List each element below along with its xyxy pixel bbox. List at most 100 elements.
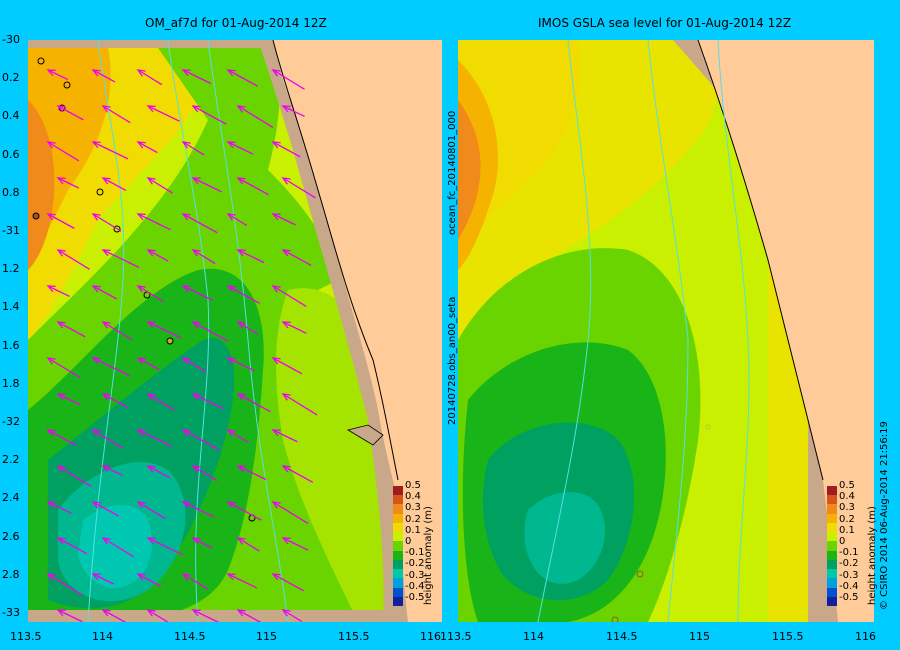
current-arrow [282,249,312,266]
current-arrow-head [46,213,56,221]
x-tick-label: 114 [92,630,113,643]
current-arrow [237,177,270,196]
current-arrow-head [191,105,201,113]
current-arrow-head [281,537,291,545]
colorbar-tick-label: -0.2 [839,558,859,570]
obs-marker [32,212,40,220]
y-tick-label: 2.4 [2,491,20,505]
current-arrow [102,177,127,192]
current-arrow [47,501,72,514]
y-tick-label: -32 [2,415,20,428]
colorbar-swatch [393,522,403,533]
current-arrow [182,141,205,156]
bathymetry-contour-2 [647,40,689,622]
colorbar-swatch [393,532,403,542]
current-arrow-head [226,357,236,365]
colorbar-swatch [393,559,403,570]
current-arrow-head [91,501,101,509]
current-arrow [227,357,256,372]
current-arrow [137,69,163,86]
current-arrow-head [136,141,146,149]
current-arrow-head [271,69,281,77]
current-arrow-head [191,249,201,257]
colorbar-tick-label: 0.1 [839,524,855,536]
current-arrow-head [181,141,191,149]
current-arrow-head [56,609,66,617]
current-arrow-head [281,249,291,257]
current-arrow-head [226,69,236,77]
current-arrow [272,69,305,90]
current-arrow [272,141,301,158]
left-panel-title: OM_af7d for 01-Aug-2014 12Z [145,16,327,30]
current-arrow-head [271,213,281,221]
current-arrow [182,357,207,373]
colorbar-tick-label: -0.5 [405,592,425,603]
y-tick-label: 0.6 [2,147,20,161]
current-arrow-head [181,285,191,293]
colorbar-tick-label: 0.4 [405,491,421,503]
colorbar-tick-label: -0.1 [405,547,425,559]
current-arrow [227,213,248,227]
current-arrow-head [46,501,56,509]
colorbar-tick-label: 0.5 [405,480,421,491]
current-arrow-head [101,393,111,401]
island [346,424,384,446]
current-arrow-head [181,69,191,77]
y-tick-label: 1.8 [2,376,20,390]
current-arrow-head [136,429,146,437]
colorbar-swatch [827,541,837,552]
current-arrow [237,321,258,335]
current-arrow-head [271,357,281,365]
current-arrow [192,465,218,482]
current-arrow [137,429,173,448]
current-arrow-head [236,177,246,185]
x-tick-label: 113.5 [440,630,472,643]
colorbar-swatch [827,495,837,505]
x-tick-label: 113.5 [10,630,42,643]
current-arrow-head [146,177,156,185]
current-arrow-head [56,249,66,257]
colorbar-tick-label: 0.3 [839,502,855,514]
colorbar-tick-label: -0.3 [405,569,425,581]
current-arrow-head [136,285,146,293]
current-arrow-head [146,537,156,545]
current-arrow-head [56,177,66,185]
right-map-svg [458,40,874,622]
left-map-svg [28,40,442,622]
current-arrow-head [226,213,236,221]
current-arrow [92,69,116,83]
current-arrow-head [146,465,156,473]
current-arrow-head [136,69,146,77]
current-arrow [227,69,259,87]
current-arrow [47,573,83,596]
right-panel-title: IMOS GSLA sea level for 01-Aug-2014 12Z [538,16,792,30]
obs-marker [166,337,174,345]
y-tick-label: 1.4 [2,300,20,314]
current-arrow-head [46,357,56,365]
current-arrow [147,177,174,194]
current-arrow [57,321,86,338]
colorbar-swatch [393,596,403,607]
obs-marker [37,57,45,65]
shelf-top [28,40,442,48]
current-arrow-head [146,321,156,329]
current-arrow-head [101,537,111,545]
shelf-bottom [28,610,442,622]
right-map-panel[interactable] [458,40,874,622]
current-arrow [57,465,92,487]
current-arrow [137,573,162,588]
current-arrow [92,213,122,232]
current-arrow-head [101,105,111,113]
x-tick-label: 116 [855,630,876,643]
current-arrow [182,429,220,451]
current-arrow-head [191,321,201,329]
current-arrow [192,537,213,550]
current-arrow-head [91,285,101,293]
current-arrow-head [91,357,101,365]
current-arrow-head [136,213,146,221]
current-arrow [57,537,88,555]
current-arrow [147,465,171,479]
current-arrow [282,321,307,334]
left-map-panel[interactable] [28,40,442,622]
current-arrow-head [46,429,56,437]
